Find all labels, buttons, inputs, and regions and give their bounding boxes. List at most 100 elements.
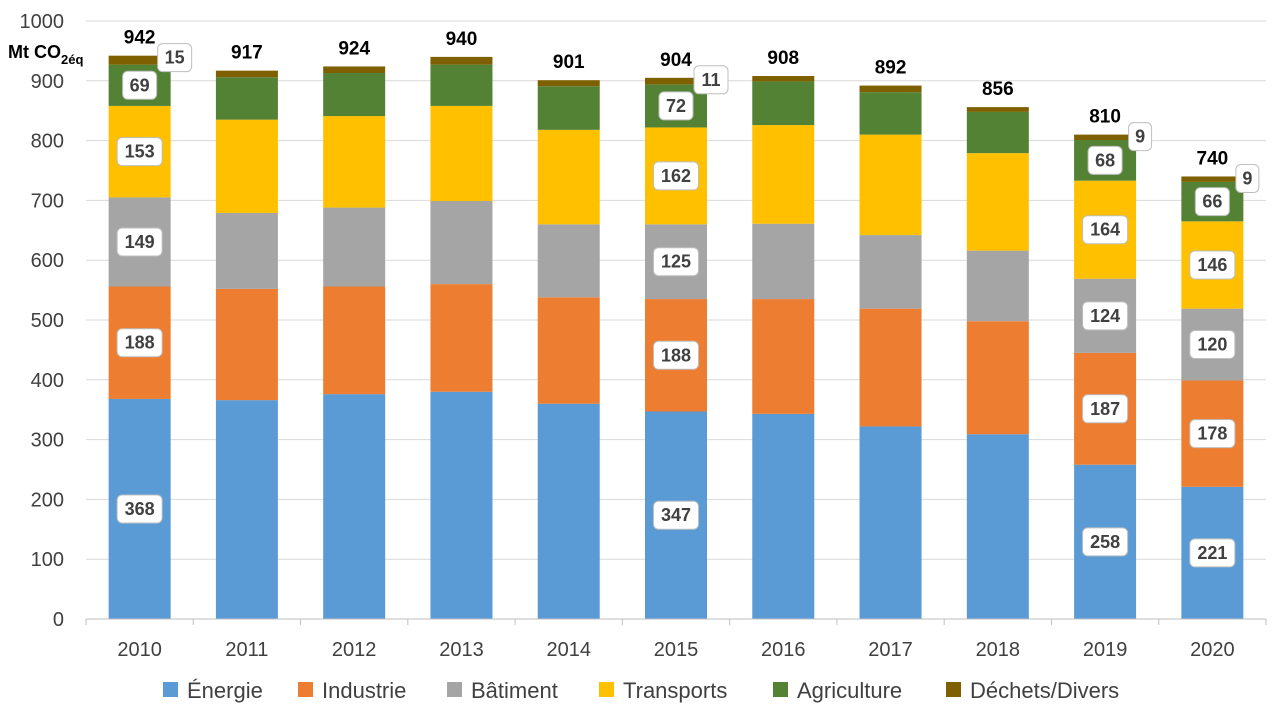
bar-segment (966, 434, 1029, 619)
bar-segment (215, 70, 278, 78)
data-label-box (1082, 215, 1129, 245)
data-label: 68 (1095, 150, 1115, 170)
data-label: 187 (1090, 399, 1120, 419)
bar-segment (537, 403, 600, 619)
bar-segment (537, 80, 600, 87)
total-label: 917 (231, 43, 263, 64)
y-tick-label: 0 (53, 609, 64, 631)
x-tick-label: 2020 (1190, 639, 1235, 661)
legend-swatch (599, 682, 614, 697)
data-label: 188 (661, 345, 691, 365)
bar-segment (323, 116, 386, 208)
bar-segment (1181, 176, 1244, 182)
legend-label: Transports (623, 678, 727, 703)
total-label: 856 (982, 79, 1014, 100)
bar-segment (537, 224, 600, 298)
bar-segment (966, 111, 1029, 154)
data-label: 9 (1242, 168, 1252, 188)
data-label-box (1189, 419, 1236, 449)
bar-segment (966, 107, 1029, 112)
legend-label: Industrie (322, 678, 406, 703)
bar-segment (752, 299, 815, 414)
data-label-box (653, 340, 699, 370)
bar-segment (752, 223, 815, 300)
axes (85, 618, 1267, 625)
data-label-box (122, 70, 158, 100)
data-label: 146 (1197, 255, 1227, 275)
bar-segment (215, 212, 278, 289)
legend-swatch (447, 682, 462, 697)
y-tick-label: 1000 (20, 11, 65, 33)
bar-segment (537, 86, 600, 130)
y-tick-label: 900 (31, 71, 64, 93)
bar-segment (215, 400, 278, 619)
data-label: 125 (661, 252, 691, 272)
data-label-box (1082, 301, 1129, 331)
data-label: 368 (125, 499, 155, 519)
data-label: 221 (1197, 543, 1227, 563)
data-label-box (1128, 122, 1153, 152)
total-label: 940 (446, 29, 478, 50)
y-axis-label-subscript: 2éq (61, 52, 83, 67)
legend-label: Énergie (187, 678, 263, 703)
data-label-box (653, 161, 699, 191)
y-tick-label: 300 (31, 430, 64, 452)
y-tick-label: 400 (31, 370, 64, 392)
data-label-box (1189, 538, 1236, 568)
bar-segment (430, 64, 493, 106)
bar-segment (752, 76, 815, 82)
bar-segment (215, 77, 278, 120)
data-label: 347 (661, 505, 691, 525)
bar-segment (430, 56, 493, 65)
legend-swatch (163, 682, 178, 697)
data-label-box (1082, 527, 1129, 557)
bar-segment (859, 235, 922, 309)
bar-segment (323, 394, 386, 619)
data-label: 188 (125, 333, 155, 353)
data-label: 66 (1202, 192, 1222, 212)
data-label-box (116, 137, 163, 167)
data-label: 153 (125, 142, 155, 162)
bar-segment (430, 200, 493, 285)
x-tick-label: 2016 (761, 639, 806, 661)
data-label-box (116, 227, 163, 257)
data-label: 178 (1197, 424, 1227, 444)
total-label: 901 (553, 52, 585, 73)
data-label: 162 (661, 166, 691, 186)
data-label: 11 (701, 70, 720, 90)
bar-segment (215, 288, 278, 401)
bar-segment (323, 66, 386, 74)
legend: Énergie Industrie Bâtiment Transports Agricu… (163, 678, 1119, 703)
legend-label: Bâtiment (471, 678, 558, 703)
bar-segment (430, 391, 493, 619)
x-tick-label: 2010 (117, 639, 162, 661)
data-label-box (693, 65, 729, 95)
bar-segment (859, 134, 922, 236)
x-tick-label: 2018 (976, 639, 1021, 661)
bar-segment (430, 105, 493, 201)
data-label: 124 (1090, 306, 1120, 326)
data-label-box (653, 500, 699, 530)
bar-segment (752, 125, 815, 224)
y-tick-label: 600 (31, 250, 64, 272)
data-label: 9 (1135, 127, 1145, 147)
bar-segment (430, 284, 493, 392)
x-tick-label: 2017 (868, 639, 913, 661)
x-tick-label: 2019 (1083, 639, 1128, 661)
bar-segment (537, 297, 600, 404)
bar-segment (966, 153, 1029, 251)
bar-segment (859, 92, 922, 135)
bar-segment (859, 85, 922, 93)
total-label: 924 (338, 38, 370, 59)
bar-segment (323, 286, 386, 395)
data-label-box (1194, 187, 1230, 217)
data-label-box (1087, 145, 1123, 175)
y-tick-label: 100 (31, 549, 64, 571)
data-label-box (157, 43, 193, 73)
data-label-box (1235, 163, 1260, 193)
legend-swatch (773, 682, 788, 697)
data-label: 72 (666, 96, 686, 116)
bar-segment (645, 77, 707, 85)
x-tick-label: 2014 (546, 639, 591, 661)
x-tick-label: 2015 (654, 639, 699, 661)
